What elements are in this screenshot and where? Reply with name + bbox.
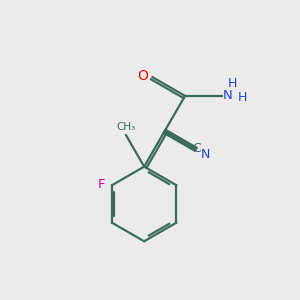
Text: H: H xyxy=(238,91,248,104)
Text: F: F xyxy=(98,178,105,190)
Text: CH₃: CH₃ xyxy=(116,122,135,133)
Text: C: C xyxy=(192,142,201,154)
Text: O: O xyxy=(137,69,148,83)
Text: H: H xyxy=(227,77,237,90)
Text: N: N xyxy=(223,89,233,102)
Text: N: N xyxy=(201,148,211,161)
